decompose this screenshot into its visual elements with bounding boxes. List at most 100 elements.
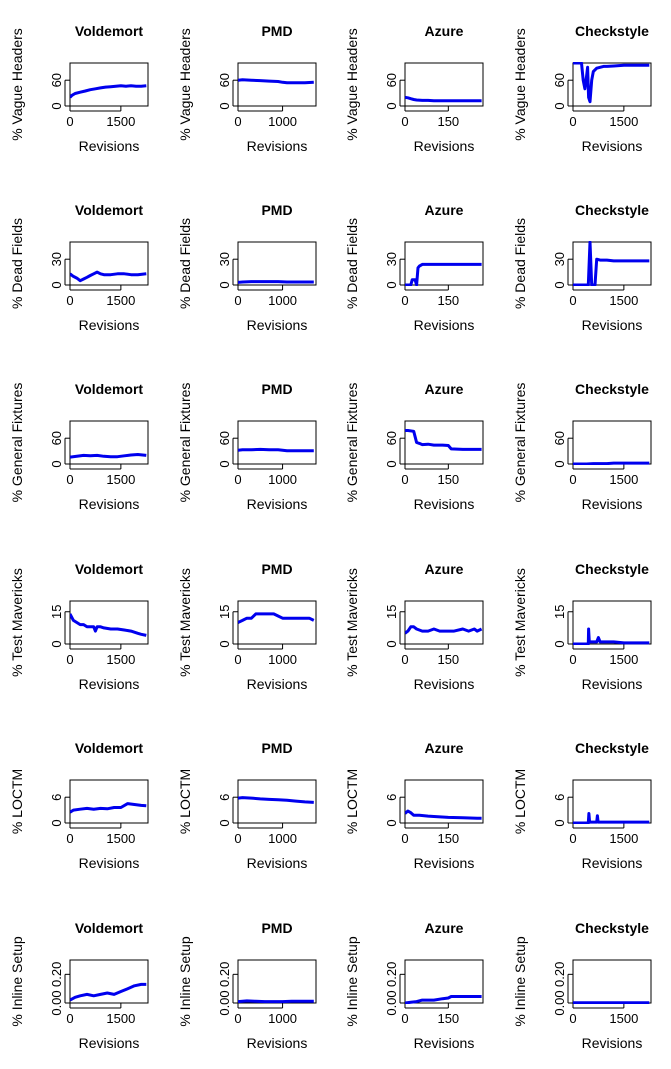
x-tick-label: 1500 [106,652,135,667]
x-tick-label: 1500 [609,652,638,667]
panel-1-0: Voldemort 0 30 0 1500 Revisions % Dead Fields [9,202,149,333]
y-tick-label: 15 [49,605,64,619]
x-tick-label: 1000 [268,652,297,667]
y-tick-label: 0 [552,281,567,288]
plot-frame [237,779,317,824]
series-line [573,241,650,286]
plot-frame [69,62,149,107]
y-tick-label: 60 [384,431,399,445]
panel-title: PMD [261,561,292,577]
panel-5-0: Voldemort 0.00 0.20 0 1500 Revisions % Inline … [9,920,149,1051]
x-tick-label: 0 [401,114,408,129]
x-tick-label: 1500 [609,831,638,846]
x-tick-label: 150 [437,293,459,308]
y-axis-label: % Inline Setup [9,936,25,1026]
x-axis-label: Revisions [247,855,308,871]
y-tick-label: 0 [552,819,567,826]
series-line [238,999,314,1004]
y-axis-label: % LOCTM [344,769,360,834]
x-tick-label: 1000 [268,472,297,487]
panel-1-2: Azure 0 30 0 150 Revisions % Dead Fields [344,202,484,333]
x-tick-label: 0 [234,293,241,308]
y-tick-label: 0 [384,819,399,826]
x-tick-label: 0 [569,652,576,667]
panel-4-2: Azure 0 6 0 150 Revisions % LOCTM [344,740,484,871]
panel-4-3: Checkstyle 0 6 0 1500 Revisions % LOCTM [512,740,652,871]
series-line [405,809,482,820]
plot-frame [69,241,149,286]
plot-frame [404,600,484,645]
series-line [573,812,650,824]
y-tick-label: 60 [384,73,399,87]
panel-title: Checkstyle [575,920,649,936]
panel-title: Azure [425,202,464,218]
panel-title: PMD [261,740,292,756]
x-tick-label: 0 [66,114,73,129]
y-tick-label: 60 [49,73,64,87]
plot-frame [237,241,317,286]
plot-frame [404,779,484,824]
y-tick-label: 0 [384,460,399,467]
x-axis-label: Revisions [79,496,140,512]
x-axis-label: Revisions [79,855,140,871]
plot-frame [572,420,652,465]
panel-0-3: Checkstyle 0 60 0 1500 Revisions % Vague Heade… [512,23,652,154]
panel-title: Voldemort [75,561,144,577]
panel-title: Azure [425,561,464,577]
y-axis-label: % Dead Fields [177,218,193,309]
x-tick-label: 0 [66,652,73,667]
x-tick-label: 1500 [106,1011,135,1026]
x-axis-label: Revisions [79,317,140,333]
x-axis-label: Revisions [414,676,475,692]
plot-frame [237,420,317,465]
x-tick-label: 0 [569,1011,576,1026]
series-line [238,612,315,624]
plot-frame [404,241,484,286]
panel-title: Voldemort [75,740,144,756]
y-axis-label: % Dead Fields [344,218,360,309]
x-tick-label: 1500 [106,293,135,308]
series-line [70,453,147,459]
panel-2-1: PMD 0 60 0 1000 Revisions % General Fixtures [177,381,317,512]
x-tick-label: 0 [66,293,73,308]
x-axis-label: Revisions [247,1035,308,1051]
y-tick-label: 0 [49,819,64,826]
y-tick-label: 30 [49,252,64,266]
x-tick-label: 0 [66,472,73,487]
x-tick-label: 150 [437,831,459,846]
y-tick-label: 60 [49,431,64,445]
x-tick-label: 0 [401,652,408,667]
series-line [70,982,147,1002]
y-tick-label: 60 [217,73,232,87]
panel-title: Checkstyle [575,202,649,218]
y-tick-label: 0.20 [552,962,567,987]
x-tick-label: 1500 [609,1011,638,1026]
x-tick-label: 0 [66,831,73,846]
y-axis-label: % Test Mavericks [512,568,528,677]
y-tick-label: 6 [552,794,567,801]
y-tick-label: 0 [552,460,567,467]
y-axis-label: % LOCTM [9,769,25,834]
panel-3-1: PMD 0 15 0 1000 Revisions % Test Mavericks [177,561,317,692]
series-line [70,84,147,99]
series-line [70,270,147,283]
series-line [238,447,314,453]
y-axis-label: % Vague Headers [344,28,360,141]
x-axis-label: Revisions [582,1035,643,1051]
x-axis-label: Revisions [582,317,643,333]
panel-5-2: Azure 0.00 0.20 0 150 Revisions % Inline Setup [344,920,484,1051]
plot-frame [69,600,149,645]
plot-frame [572,62,652,107]
x-tick-label: 1500 [106,472,135,487]
y-tick-label: 0 [384,640,399,647]
plot-frame [69,779,149,824]
y-tick-label: 0 [217,819,232,826]
panel-title: Azure [425,381,464,397]
panel-1-1: PMD 0 30 0 1000 Revisions % Dead Fields [177,202,317,333]
panel-title: PMD [261,381,292,397]
plot-frame [404,62,484,107]
x-axis-label: Revisions [582,676,643,692]
series-line [238,78,314,85]
y-tick-label: 0.00 [49,990,64,1015]
x-tick-label: 0 [234,472,241,487]
